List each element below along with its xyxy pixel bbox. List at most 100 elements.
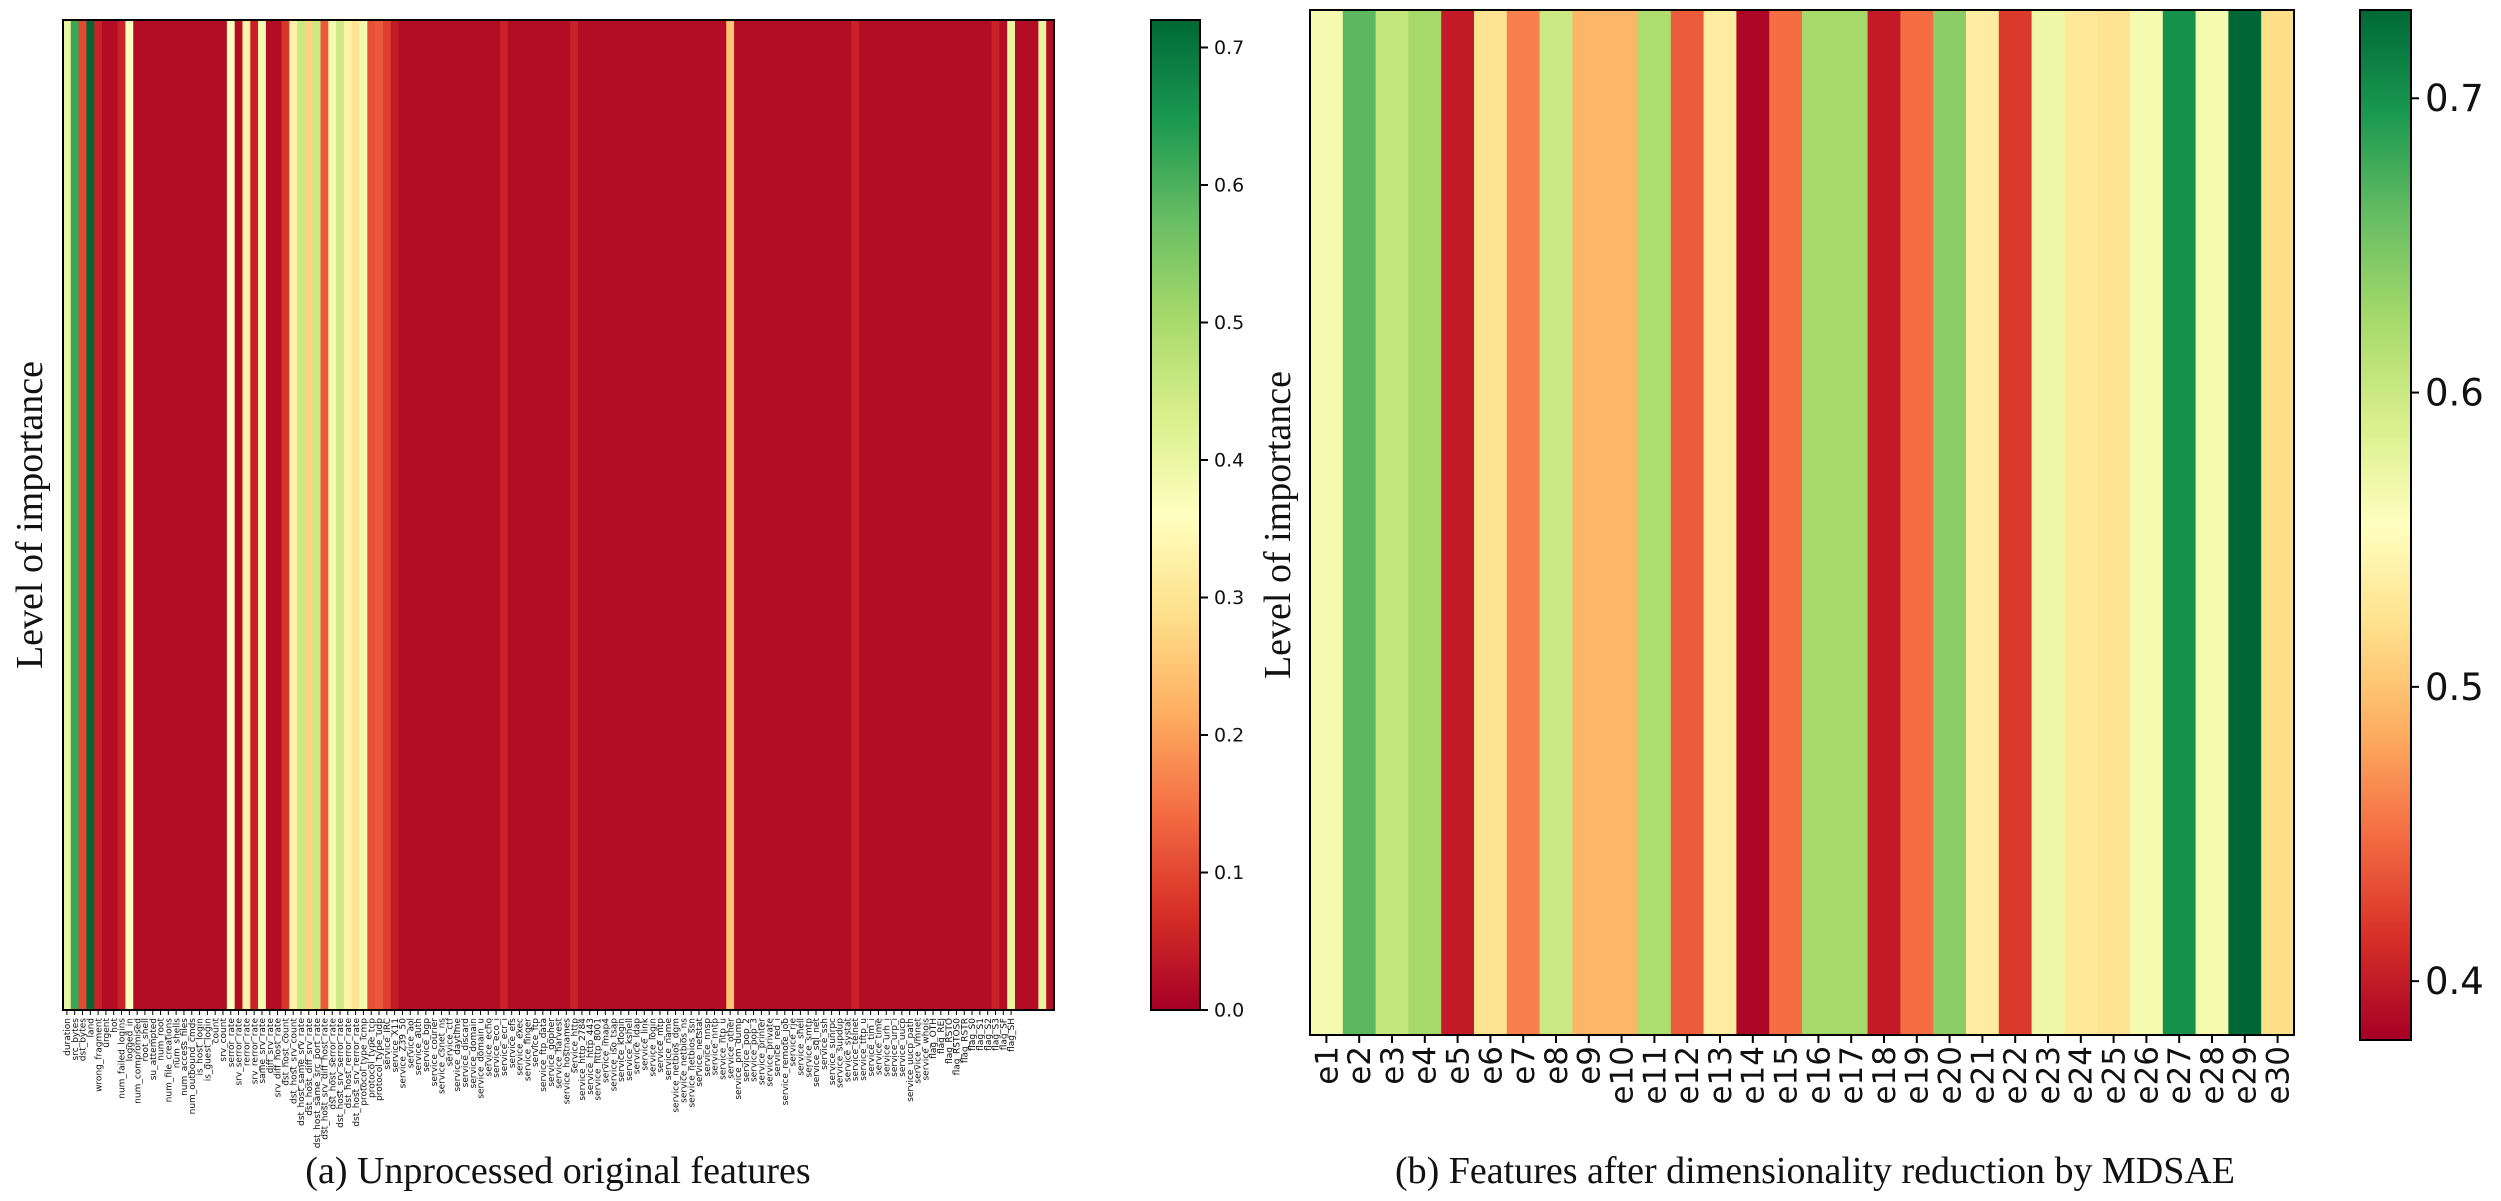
heatmap-cell-service_sql_net: [812, 20, 821, 1010]
xtick-label: serror_rate: [227, 1018, 237, 1068]
heatmap-cell-e24: [2064, 10, 2098, 1035]
heatmap-cell-e2: [1342, 10, 1377, 1035]
heatmap-cell-service_link: [640, 20, 649, 1010]
xtick-label: dst_host_serror_rate: [328, 1018, 338, 1110]
heatmap-cell-service_smtp: [804, 20, 813, 1010]
heatmap-cell-service_ssh: [819, 20, 829, 1010]
xtick-label: service_mtp: [656, 1018, 666, 1073]
xtick-label: service_imap4: [601, 1018, 611, 1083]
xtick-label: service_private: [765, 1018, 775, 1087]
heatmap-cell-undefined: [1038, 20, 1047, 1010]
xtick-label: num_outbound_cmds: [188, 1018, 198, 1115]
heatmap-cell-flag_RSTOS0: [952, 20, 961, 1010]
heatmap-cell-count: [211, 20, 220, 1010]
heatmap-cell-service_daytime: [453, 20, 462, 1010]
xtick-label: service_systat: [843, 1018, 853, 1082]
xtick-label: service_ftp: [531, 1018, 541, 1067]
xtick-label: service_uucp_path: [906, 1018, 916, 1102]
colorbar-tick-label: 0.5: [1214, 312, 1244, 334]
heatmap-cell-service_bgp: [421, 20, 431, 1010]
colorbar-tick-label: 0.0: [1214, 1000, 1244, 1022]
heatmap-cell-urgent: [102, 20, 111, 1010]
heatmap-cell-e13: [1703, 10, 1737, 1035]
xtick-label: e24: [2064, 1046, 2100, 1105]
xtick-label: e19: [1900, 1046, 1936, 1105]
heatmap-cell-service_imap4: [601, 20, 610, 1010]
heatmap-cell-service_domain: [468, 20, 478, 1010]
xtick-label: service_supdup: [836, 1018, 846, 1088]
heatmap-cell-service_supdup: [835, 20, 844, 1010]
xtick-label: service_pop_2: [742, 1018, 752, 1082]
xtick-label: service_shell: [797, 1018, 807, 1076]
heatmap-cell-srv_rerror_rate: [250, 20, 259, 1010]
heatmap-cell-service_rje: [788, 20, 798, 1010]
xtick-label: service_exec: [516, 1018, 526, 1076]
xtick-label: is_host_login: [196, 1018, 206, 1076]
heatmap-cell-service_ftp_data: [538, 20, 548, 1010]
heatmap-a-cells: [63, 20, 1055, 1010]
heatmap-cell-num_access_files: [180, 20, 189, 1010]
heatmap-cell-service_sunrpc: [827, 20, 837, 1010]
xtick-label: e30: [2260, 1046, 2296, 1105]
xtick-label: service_telnet: [851, 1018, 861, 1082]
xtick-label: logged_in: [125, 1018, 135, 1061]
heatmap-cell-e6: [1474, 10, 1508, 1035]
xtick-label: srv_serror_rate: [235, 1018, 245, 1086]
xtick-label: service_netbios_dgm: [672, 1018, 682, 1113]
heatmap-cell-service_pop_3: [749, 20, 759, 1010]
xtick-label: e8: [1539, 1046, 1575, 1085]
xtick-label: e28: [2195, 1046, 2231, 1105]
xtick-label: service_urh_i: [882, 1018, 892, 1077]
xtick-label: hot: [110, 1018, 120, 1033]
heatmap-cell-service_pm_dump: [734, 20, 743, 1010]
heatmap-cell-logged_in: [125, 20, 134, 1010]
heatmap-cell-e17: [1834, 10, 1869, 1035]
heatmap-panel-a: durationsrc_bytesdst_byteslandwrong_frag…: [9, 19, 1055, 1192]
heatmap-cell-service_nntp: [710, 20, 720, 1010]
heatmap-cell-hot: [109, 20, 119, 1010]
heatmap-cell-service_uucp: [897, 20, 907, 1010]
heatmap-cell-e12: [1670, 10, 1705, 1035]
heatmap-cell-e22: [1998, 10, 2033, 1035]
heatmap-cell-same_srv_rate: [258, 20, 267, 1010]
heatmap-cell-e21: [1966, 10, 2000, 1035]
heatmap-cell-protocol_type_icmp: [359, 20, 368, 1010]
xtick-label: wrong_fragment: [94, 1018, 104, 1092]
xtick-label: service_ssh: [820, 1018, 830, 1070]
heatmap-cell-e11: [1638, 10, 1672, 1035]
heatmap-cell-flag_RSTO: [944, 20, 954, 1010]
xtick-label: service_ctf: [445, 1017, 455, 1066]
heatmap-cell-service_http: [570, 20, 579, 1010]
heatmap-cell-e7: [1506, 10, 1541, 1035]
xtick-label: service_other: [726, 1018, 736, 1079]
heatmap-cell-land: [86, 20, 95, 1010]
xtick-label: service_Z39_50: [399, 1018, 409, 1089]
colorbar-tick-label: 0.4: [1214, 450, 1244, 472]
heatmap-cell-service_tftp_u: [858, 20, 868, 1010]
heatmap-cell-service_vmnet: [913, 20, 922, 1010]
xtick-label: service_rje: [789, 1018, 799, 1067]
xtick-label: service_daytime: [453, 1018, 463, 1092]
xtick-label: service_link: [640, 1017, 650, 1070]
xtick-label: e7: [1506, 1046, 1542, 1085]
heatmap-cell-service_red_i: [773, 20, 782, 1010]
heatmap-cell-service_kshell: [624, 20, 634, 1010]
xtick-label: e13: [1703, 1046, 1739, 1105]
xtick-label: e12: [1670, 1046, 1706, 1105]
heatmap-cell-num_outbound_cmds: [187, 20, 197, 1010]
xtick-label: service_uucp: [898, 1018, 908, 1077]
heatmap-cell-service_printer: [757, 20, 766, 1010]
xtick-label: diff_srv_rate: [266, 1018, 276, 1074]
heatmap-cell-is_host_login: [195, 20, 205, 1010]
heatmap-cell-service_pop_2: [741, 20, 751, 1010]
heatmap-cell-srv_serror_rate: [234, 20, 244, 1010]
heatmap-cell-e14: [1736, 10, 1770, 1035]
xtick-label: service_eco_i: [492, 1018, 502, 1078]
xtick-label: service_efs: [508, 1018, 518, 1068]
colorbar-b-gradient: [2359, 9, 2412, 1041]
heatmap-cell-service_whois: [921, 20, 930, 1010]
heatmap-cell-dst_host_srv_diff_host_rate: [320, 20, 329, 1010]
colorbar-a: 0.0 0.1 0.2 0.3 0.4 0.5 0.6 0.7: [1150, 19, 1244, 1022]
heatmap-cell-num_compromised: [133, 20, 142, 1010]
heatmap-cell-e19: [1900, 10, 1934, 1035]
